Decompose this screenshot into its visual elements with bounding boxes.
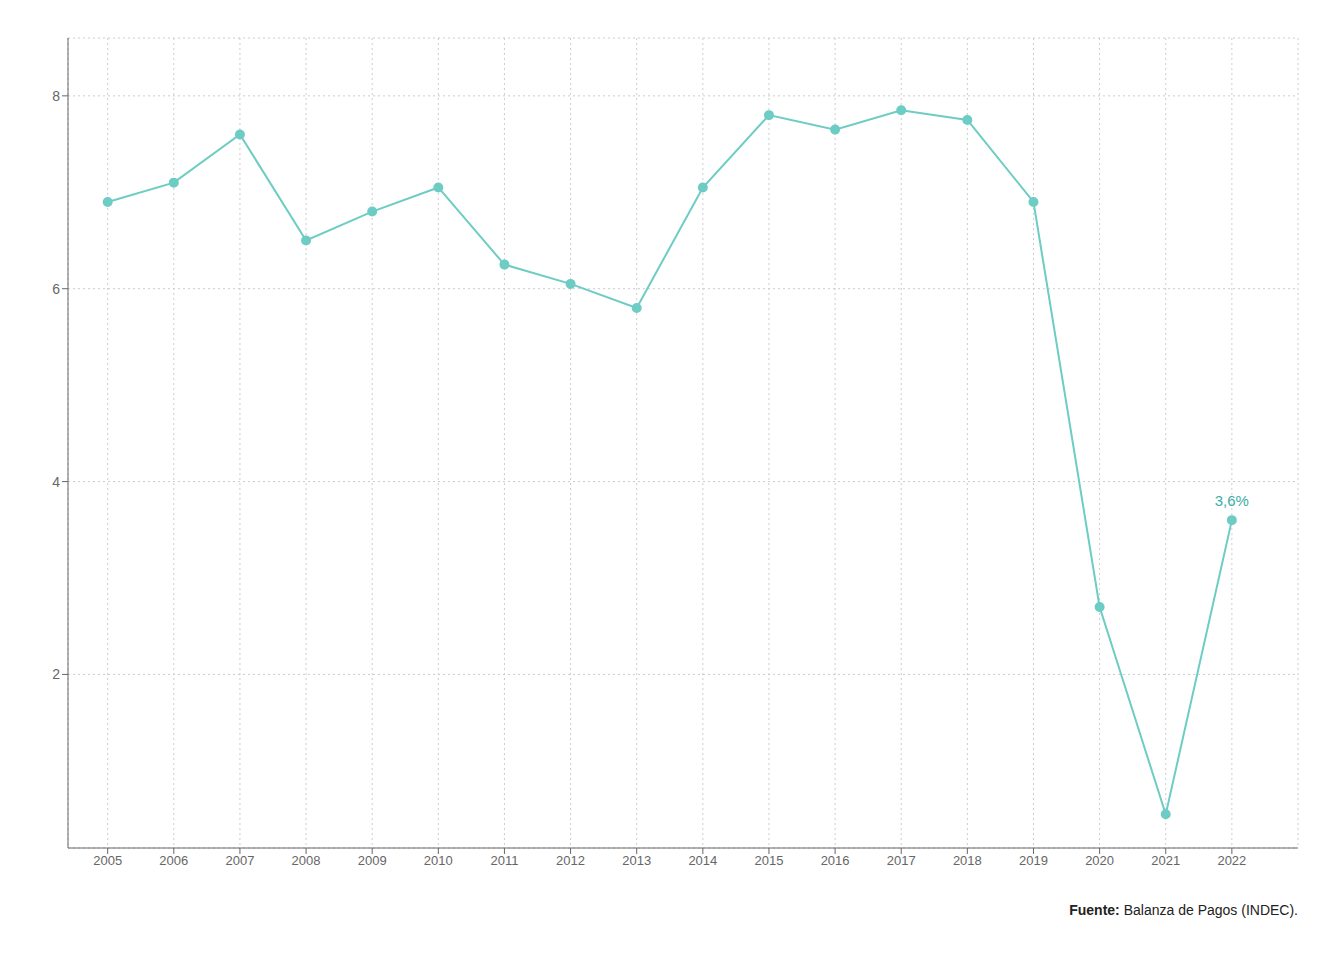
svg-text:2014: 2014 bbox=[688, 853, 717, 868]
svg-text:2008: 2008 bbox=[292, 853, 321, 868]
svg-text:2010: 2010 bbox=[424, 853, 453, 868]
svg-text:4: 4 bbox=[52, 474, 60, 490]
svg-text:2022: 2022 bbox=[1217, 853, 1246, 868]
svg-text:2011: 2011 bbox=[490, 853, 518, 868]
svg-text:2016: 2016 bbox=[821, 853, 850, 868]
svg-text:2006: 2006 bbox=[159, 853, 188, 868]
svg-text:2015: 2015 bbox=[755, 853, 784, 868]
svg-text:2009: 2009 bbox=[358, 853, 387, 868]
svg-text:2: 2 bbox=[52, 666, 60, 682]
svg-text:6: 6 bbox=[52, 281, 60, 297]
svg-text:2019: 2019 bbox=[1019, 853, 1048, 868]
svg-text:2020: 2020 bbox=[1085, 853, 1114, 868]
svg-text:2017: 2017 bbox=[887, 853, 916, 868]
svg-text:2007: 2007 bbox=[225, 853, 254, 868]
svg-text:8: 8 bbox=[52, 88, 60, 104]
svg-text:2013: 2013 bbox=[622, 853, 651, 868]
svg-text:2012: 2012 bbox=[556, 853, 585, 868]
svg-text:2018: 2018 bbox=[953, 853, 982, 868]
svg-text:2005: 2005 bbox=[93, 853, 122, 868]
svg-text:2021: 2021 bbox=[1151, 853, 1180, 868]
html-text:Fuente: Balanza de Pagos (INDE: Fuente: Balanza de Pagos (INDEC). bbox=[1069, 902, 1298, 918]
svg-text:3,6%: 3,6% bbox=[1215, 492, 1249, 509]
